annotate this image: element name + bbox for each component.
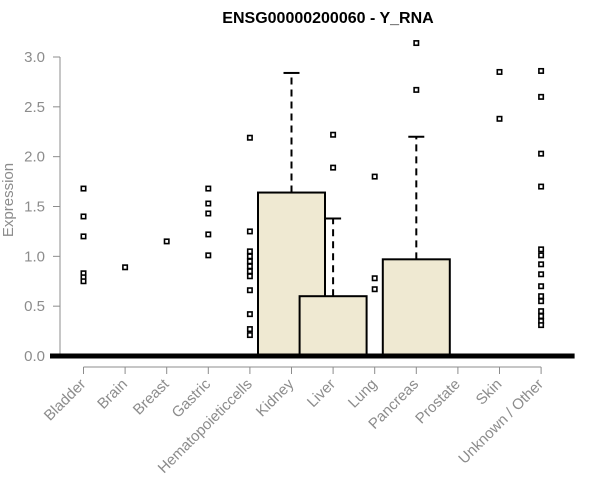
x-axis: Bladder BrainBreastGastricHematopoieticce… xyxy=(41,366,547,477)
outlier-point xyxy=(371,173,378,180)
x-tick-label: Skin xyxy=(473,376,506,409)
outlier-point xyxy=(538,246,545,253)
outlier-point xyxy=(538,183,545,190)
x-tick-label: Lung xyxy=(345,376,381,412)
x-tick-label: Prostate xyxy=(412,376,464,428)
box-unknown-other xyxy=(507,67,575,359)
outlier-point xyxy=(205,200,212,207)
outlier-point xyxy=(246,263,253,270)
box-gastric xyxy=(174,185,242,359)
outlier-point xyxy=(246,258,253,265)
outlier-point xyxy=(205,210,212,217)
chart-title: ENSG00000200060 - Y_RNA xyxy=(222,10,434,27)
outlier-point xyxy=(246,311,253,318)
outlier-point xyxy=(205,252,212,259)
y-tick-label: 2.5 xyxy=(24,99,45,116)
x-tick-label: Kidney xyxy=(253,375,298,420)
outlier-point xyxy=(538,67,545,74)
boxes-group xyxy=(50,40,575,359)
outlier-point xyxy=(246,228,253,235)
outlier-point xyxy=(371,275,378,282)
outlier-point xyxy=(538,150,545,157)
outlier-point xyxy=(538,293,545,300)
outlier-point xyxy=(80,233,87,240)
outlier-point xyxy=(246,268,253,275)
outlier-point xyxy=(246,326,253,333)
outlier-point xyxy=(538,308,545,315)
outlier-point xyxy=(246,253,253,260)
x-tick-label: Bladder xyxy=(41,376,90,425)
outlier-point xyxy=(538,298,545,305)
outlier-point xyxy=(205,231,212,238)
outlier-point xyxy=(496,115,503,122)
outlier-point xyxy=(538,322,545,329)
box-skin xyxy=(466,68,533,359)
y-axis: 0.0 0.5 1.0 1.5 2.0 2.5 3.0 xyxy=(24,49,61,365)
y-tick-label: 1.0 xyxy=(24,248,45,265)
outlier-point xyxy=(246,273,253,280)
box-rect xyxy=(298,295,368,358)
outlier-point xyxy=(80,185,87,192)
outlier-point xyxy=(246,134,253,141)
outlier-point xyxy=(413,86,420,93)
x-tick-label: Liver xyxy=(304,376,339,411)
outlier-point xyxy=(80,213,87,220)
box-pancreas xyxy=(381,40,451,359)
y-tick-label: 0.5 xyxy=(24,298,45,315)
box-breast xyxy=(133,238,201,359)
outlier-point xyxy=(538,252,545,259)
outlier-point xyxy=(538,283,545,290)
outlier-point xyxy=(122,264,129,271)
y-axis-label: Expression xyxy=(0,163,17,237)
x-tick-label: Breast xyxy=(130,375,173,418)
outlier-point xyxy=(371,286,378,293)
y-tick-label: 3.0 xyxy=(24,49,45,66)
outlier-point xyxy=(163,238,170,245)
box-rect xyxy=(381,258,451,357)
outlier-point xyxy=(246,332,253,339)
y-tick-label: 2.0 xyxy=(24,149,45,166)
x-tick-label: Brain xyxy=(94,376,131,413)
outlier-point xyxy=(538,261,545,268)
y-tick-label: 0.0 xyxy=(24,348,45,365)
outlier-point xyxy=(538,313,545,320)
outlier-point xyxy=(330,131,337,138)
outlier-point xyxy=(205,185,212,192)
y-tick-label: 1.5 xyxy=(24,199,45,216)
outlier-point xyxy=(413,40,420,47)
outlier-point xyxy=(538,93,545,100)
outlier-point xyxy=(330,164,337,171)
outlier-point xyxy=(246,248,253,255)
box-brain xyxy=(91,264,159,359)
outlier-point xyxy=(496,68,503,75)
outlier-point xyxy=(538,271,545,278)
outlier-point xyxy=(246,287,253,294)
outlier-point xyxy=(80,278,87,285)
